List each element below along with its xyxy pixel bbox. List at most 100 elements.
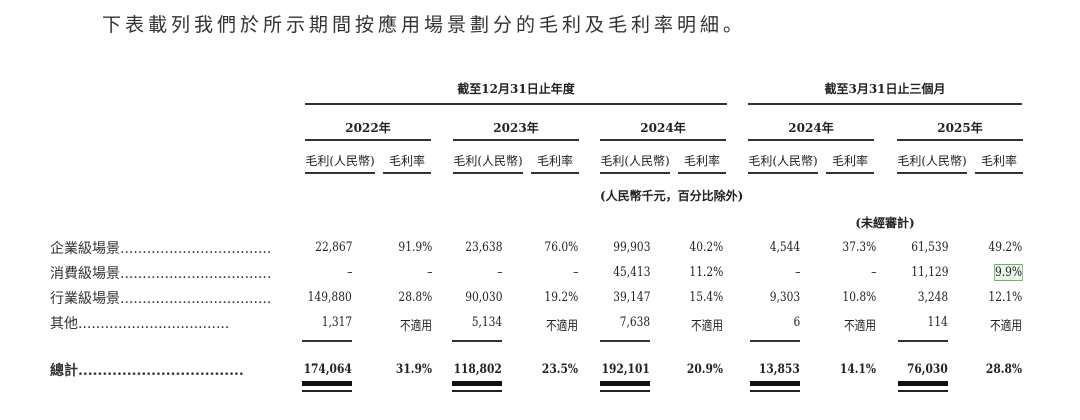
column-header-margin: 毛利率 <box>683 154 720 168</box>
table-cell: 不適用 <box>844 319 876 334</box>
table-cell: – <box>794 265 800 280</box>
column-rule <box>897 172 967 174</box>
table-cell: 10.8% <box>842 290 876 305</box>
table-cell: 114 <box>927 315 948 330</box>
total-cell: 76,030 <box>907 362 948 377</box>
year-header: 2024年 <box>788 121 834 135</box>
total-double-rule <box>898 381 948 386</box>
column-rule <box>305 172 375 174</box>
table-cell: – <box>870 265 876 280</box>
column-header-margin: 毛利率 <box>388 154 425 168</box>
total-double-rule <box>302 390 352 392</box>
table-cell: 39,147 <box>612 290 650 305</box>
quarter-period-header: 截至3月31日止三個月 <box>824 82 946 96</box>
total-cell: 13,853 <box>759 362 800 377</box>
table-cell: 40.2% <box>689 240 723 255</box>
row-label: 消費級場景.................................. <box>50 266 272 282</box>
subtotal-rule <box>898 340 948 342</box>
total-double-rule <box>600 390 650 392</box>
table-cell: 6 <box>793 315 800 330</box>
total-cell: 20.9% <box>686 362 723 377</box>
table-cell: 3,248 <box>917 290 948 305</box>
total-double-rule <box>452 381 502 386</box>
total-double-rule <box>452 390 502 392</box>
row-label: 行業級場景.................................. <box>50 291 272 307</box>
column-rule <box>383 172 431 174</box>
column-rule <box>975 172 1023 174</box>
column-header-gross-profit: 毛利(人民幣) <box>600 154 670 168</box>
table-cell: 12.1% <box>988 290 1022 305</box>
table-cell: 49.2% <box>988 240 1022 255</box>
table-cell: 1,317 <box>321 315 352 330</box>
column-header-gross-profit: 毛利(人民幣) <box>305 154 375 168</box>
table-cell: 不適用 <box>546 319 578 334</box>
table-cell: 9,303 <box>769 290 800 305</box>
table-cell: 不適用 <box>990 319 1022 334</box>
column-rule <box>600 172 670 174</box>
year-rule <box>748 139 874 141</box>
total-cell: 192,101 <box>601 362 650 377</box>
table-cell: 99,903 <box>612 240 650 255</box>
year-rule <box>897 139 1023 141</box>
table-cell: 7,638 <box>619 315 650 330</box>
table-cell: – <box>496 265 502 280</box>
table-cell: 5,134 <box>471 315 502 330</box>
table-cell: 76.0% <box>544 240 578 255</box>
total-cell: 28.8% <box>985 362 1022 377</box>
table-cell: 45,413 <box>612 265 650 280</box>
year-rule <box>453 139 579 141</box>
column-header-gross-profit: 毛利(人民幣) <box>897 154 967 168</box>
total-double-rule <box>750 390 800 392</box>
year-header: 2024年 <box>640 121 686 135</box>
year-header: 2022年 <box>345 121 391 135</box>
column-rule <box>453 172 523 174</box>
table-cell: 9.9% <box>994 264 1023 281</box>
table-cell: 11.2% <box>689 265 723 280</box>
table-cell: 37.3% <box>842 240 876 255</box>
row-label: 企業級場景.................................. <box>50 241 272 257</box>
subtotal-rule <box>302 340 352 342</box>
total-cell: 118,802 <box>453 362 502 377</box>
total-cell: 31.9% <box>395 362 432 377</box>
column-rule <box>748 172 818 174</box>
unit-note: (人民幣千元，百分比除外) <box>600 189 744 203</box>
table-cell: 4,544 <box>769 240 800 255</box>
column-header-gross-profit: 毛利(人民幣) <box>748 154 818 168</box>
table-cell: 91.9% <box>398 240 432 255</box>
total-double-rule <box>302 381 352 386</box>
annual-period-header: 截至12月31日止年度 <box>457 82 575 96</box>
header-rule <box>748 103 1022 105</box>
table-cell: – <box>572 265 578 280</box>
total-cell: 14.1% <box>839 362 876 377</box>
total-cell: 23.5% <box>541 362 578 377</box>
total-double-rule <box>750 381 800 386</box>
total-cell: 174,064 <box>303 362 352 377</box>
table-cell: 不適用 <box>691 319 723 334</box>
table-cell: – <box>346 265 352 280</box>
table-cell: 22,867 <box>314 240 352 255</box>
column-rule <box>678 172 726 174</box>
column-rule <box>531 172 579 174</box>
year-rule <box>600 139 726 141</box>
column-header-margin: 毛利率 <box>536 154 573 168</box>
total-double-rule <box>898 390 948 392</box>
table-cell: 90,030 <box>464 290 502 305</box>
row-label: 其他.................................. <box>50 316 230 332</box>
year-header: 2025年 <box>937 121 983 135</box>
total-double-rule <box>600 381 650 386</box>
table-cell: 23,638 <box>464 240 502 255</box>
table-cell: 149,880 <box>307 290 352 305</box>
total-label: 總計.................................. <box>50 363 244 379</box>
subtotal-rule <box>452 340 502 342</box>
intro-text: 下表載列我們於所示期間按應用場景劃分的毛利及毛利率明細。 <box>102 14 747 36</box>
table-cell: 28.8% <box>398 290 432 305</box>
subtotal-rule <box>600 340 650 342</box>
table-cell: – <box>426 265 432 280</box>
column-rule <box>826 172 874 174</box>
table-cell: 61,539 <box>910 240 948 255</box>
subtotal-rule <box>750 340 800 342</box>
header-rule <box>305 103 727 105</box>
column-header-gross-profit: 毛利(人民幣) <box>453 154 523 168</box>
table-cell: 19.2% <box>544 290 578 305</box>
